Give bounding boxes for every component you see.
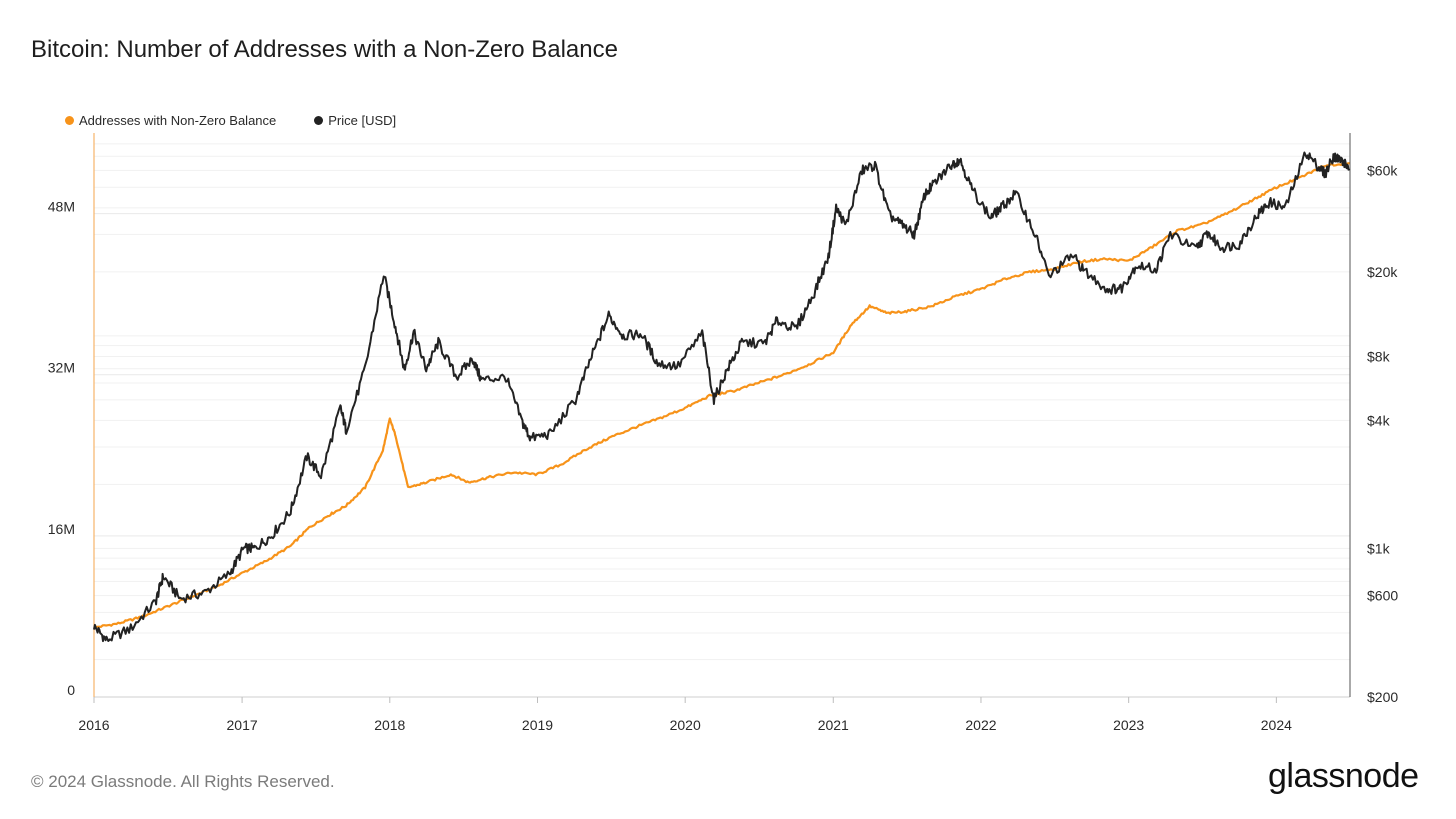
- chart-grid: [94, 143, 1350, 698]
- legend-label-addresses: Addresses with Non-Zero Balance: [79, 113, 277, 128]
- x-tick-label: 2018: [374, 717, 405, 733]
- x-tick-label: 2019: [522, 717, 553, 733]
- y-left-tick-label: 48M: [48, 199, 75, 215]
- x-tick-label: 2016: [78, 717, 109, 733]
- y-left-tick-label: 32M: [48, 360, 75, 376]
- chart-axes: [93, 133, 1351, 703]
- legend-label-price: Price [USD]: [328, 113, 397, 128]
- x-tick-label: 2017: [227, 717, 258, 733]
- y-right-tick-label: $20k: [1367, 264, 1398, 280]
- legend-item-price[interactable]: Price [USD]: [314, 113, 396, 128]
- y-left-tick-label: 16M: [48, 521, 75, 537]
- legend-item-addresses[interactable]: Addresses with Non-Zero Balance: [65, 113, 276, 128]
- price-line: [93, 151, 1351, 643]
- chart-series: [93, 151, 1351, 643]
- chart-legend: Addresses with Non-Zero Balance Price [U…: [65, 113, 434, 128]
- copyright-text: © 2024 Glassnode. All Rights Reserved.: [31, 772, 335, 791]
- legend-dot-price: [314, 116, 324, 125]
- x-tick-label: 2024: [1261, 717, 1292, 733]
- y-left-tick-label: 0: [67, 682, 75, 698]
- glassnode-logo: glassnode: [1268, 757, 1419, 795]
- x-tick-label: 2021: [818, 717, 849, 733]
- y-right-tick-label: $8k: [1367, 348, 1391, 364]
- y-right-tick-label: $4k: [1367, 412, 1391, 428]
- legend-dot-addresses: [65, 116, 74, 125]
- x-tick-label: 2023: [1113, 717, 1144, 733]
- y-right-tick-label: $600: [1367, 588, 1398, 604]
- x-tick-label: 2022: [965, 717, 996, 733]
- y-right-tick-label: $60k: [1367, 162, 1398, 178]
- page-title: Bitcoin: Number of Addresses with a Non-…: [31, 36, 618, 63]
- y-right-tick-label: $1k: [1367, 540, 1391, 556]
- x-tick-label: 2020: [670, 717, 701, 733]
- addresses-line: [93, 162, 1350, 630]
- y-right-tick-label: $200: [1367, 689, 1398, 705]
- chart-tick-labels: 2016 2017 2018 2019 2020 2021 2022 2023 2024 0 16M…: [48, 162, 1399, 733]
